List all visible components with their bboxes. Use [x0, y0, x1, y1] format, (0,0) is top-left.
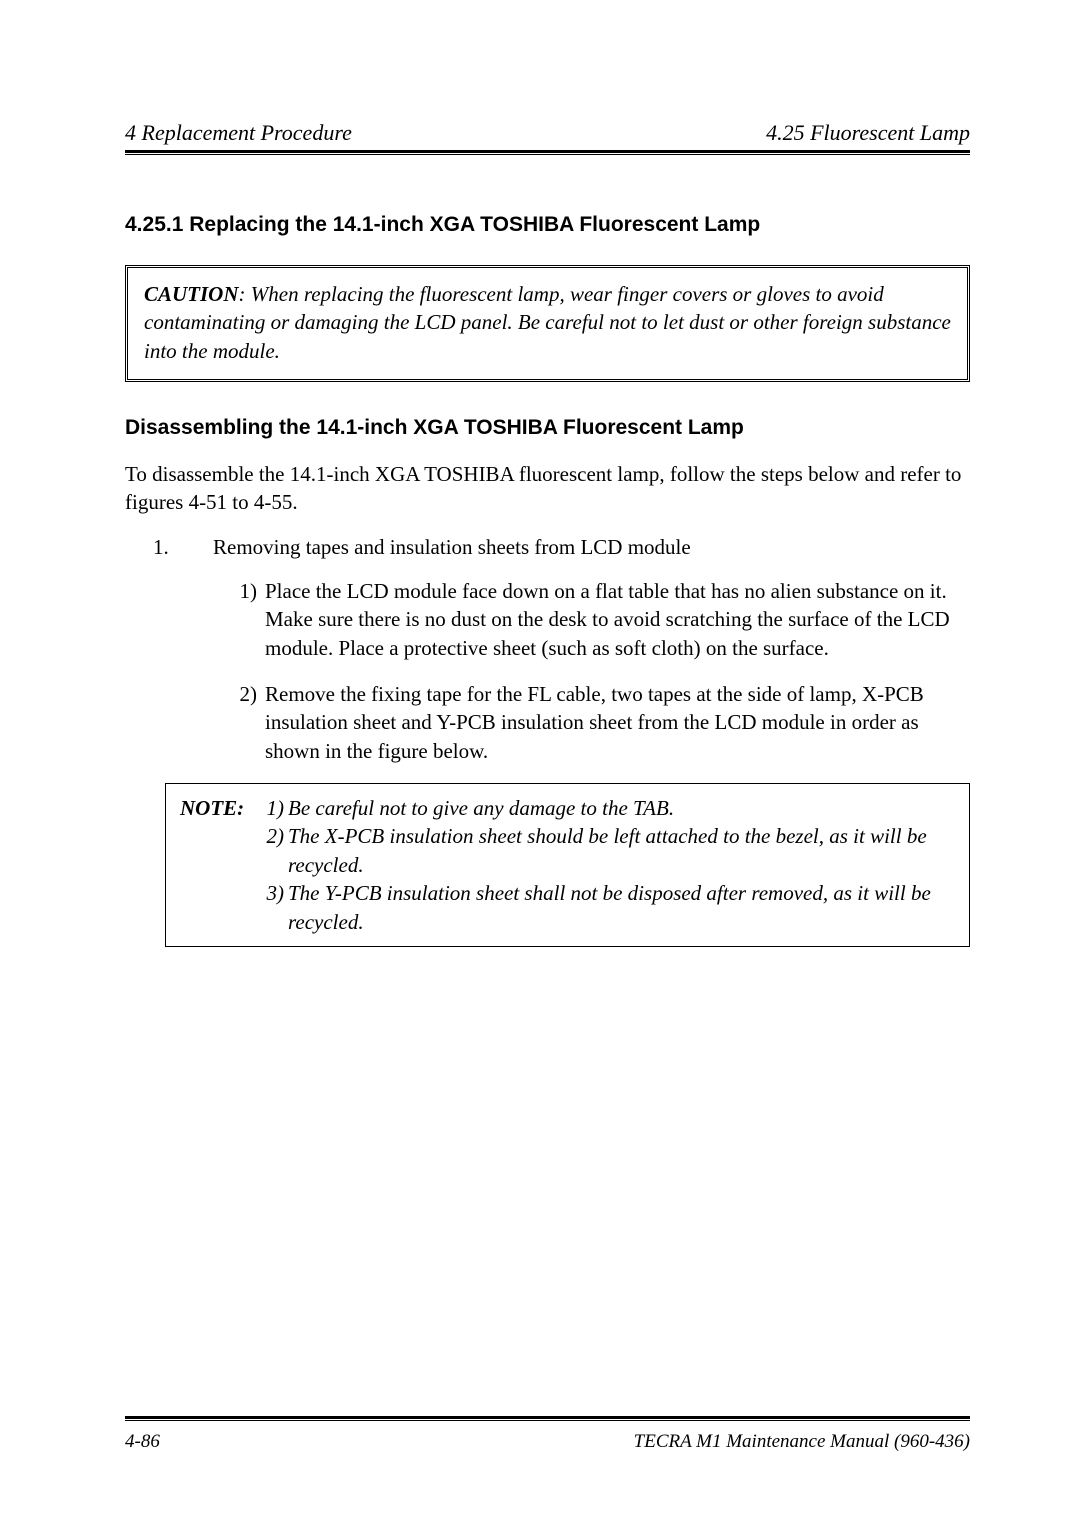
footer-row: 4-86 TECRA M1 Maintenance Manual (960-43…: [125, 1431, 970, 1453]
substep-1-text: Place the LCD module face down on a flat…: [265, 577, 970, 662]
footer-page-number: 4-86: [125, 1431, 160, 1453]
step-1: 1. Removing tapes and insulation sheets …: [125, 533, 970, 561]
substep-2: 2) Remove the fixing tape for the FL cab…: [125, 680, 970, 765]
caution-label: CAUTION: [144, 282, 239, 306]
page-header: 4 Replacement Procedure 4.25 Fluorescent…: [125, 120, 970, 146]
page: 4 Replacement Procedure 4.25 Fluorescent…: [0, 0, 1080, 1525]
caution-body: : When replacing the fluorescent lamp, w…: [144, 282, 951, 363]
note-3: 3) The Y-PCB insulation sheet shall not …: [180, 879, 955, 936]
section-heading: 4.25.1 Replacing the 14.1-inch XGA TOSHI…: [125, 213, 970, 237]
substep-2-text: Remove the fixing tape for the FL cable,…: [265, 680, 970, 765]
header-right: 4.25 Fluorescent Lamp: [766, 120, 970, 146]
header-rule-thick: [125, 150, 970, 153]
header-left: 4 Replacement Procedure: [125, 120, 352, 146]
note-1-number: 1): [258, 794, 288, 822]
step-1-text: Removing tapes and insulation sheets fro…: [213, 533, 970, 561]
note-1-text: Be careful not to give any damage to the…: [288, 794, 955, 822]
substep-1-number: 1): [217, 577, 265, 662]
note-indent: [180, 822, 258, 879]
step-1-number: 1.: [125, 533, 213, 561]
footer-rule-thin: [125, 1420, 970, 1421]
note-label: NOTE:: [180, 794, 258, 822]
note-2-text: The X-PCB insulation sheet should be lef…: [288, 822, 955, 879]
substep-2-number: 2): [217, 680, 265, 765]
note-3-text: The Y-PCB insulation sheet shall not be …: [288, 879, 955, 936]
caution-box: CAUTION: When replacing the fluorescent …: [125, 265, 970, 382]
note-3-number: 3): [258, 879, 288, 936]
substep-1: 1) Place the LCD module face down on a f…: [125, 577, 970, 662]
note-2-number: 2): [258, 822, 288, 879]
page-footer: 4-86 TECRA M1 Maintenance Manual (960-43…: [125, 1416, 970, 1453]
note-box: NOTE: 1) Be careful not to give any dama…: [165, 783, 970, 947]
note-indent: [180, 879, 258, 936]
footer-rule-thick: [125, 1416, 970, 1419]
footer-manual-name: TECRA M1 Maintenance Manual (960-436): [634, 1431, 970, 1453]
note-2: 2) The X-PCB insulation sheet should be …: [180, 822, 955, 879]
intro-paragraph: To disassemble the 14.1-inch XGA TOSHIBA…: [125, 460, 970, 517]
note-1: NOTE: 1) Be careful not to give any dama…: [180, 794, 955, 822]
sub-heading: Disassembling the 14.1-inch XGA TOSHIBA …: [125, 416, 970, 440]
header-rule-thin: [125, 154, 970, 155]
